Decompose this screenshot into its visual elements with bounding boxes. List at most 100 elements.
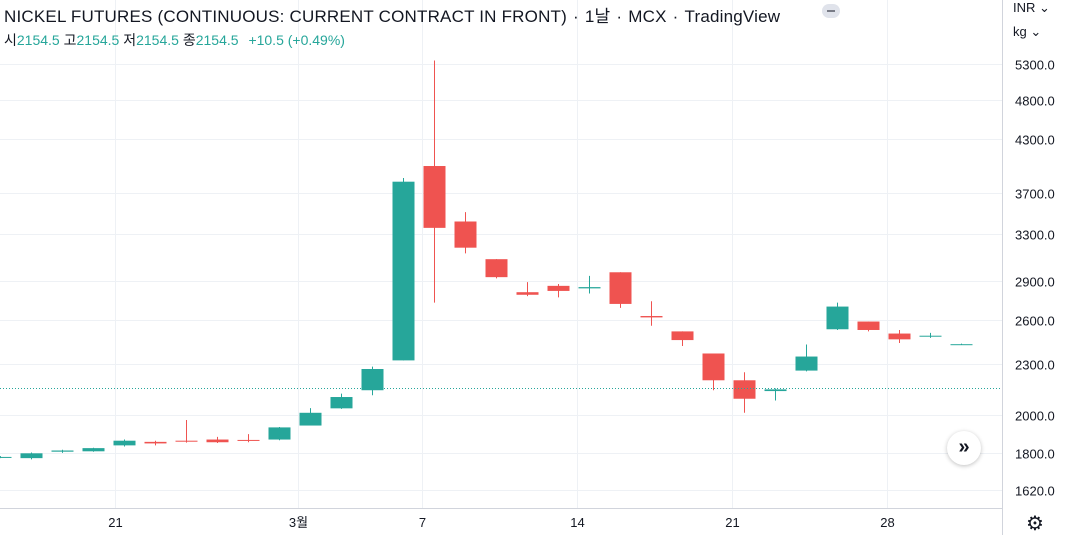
candle-body — [0, 456, 12, 458]
candle — [826, 302, 849, 330]
candle — [578, 275, 601, 294]
chart-title: NICKEL FUTURES (CONTINUOUS: CURRENT CONT… — [4, 2, 780, 27]
high-label: 고 — [63, 32, 77, 48]
chevron-double-right-icon: » — [958, 436, 970, 458]
symbol-name[interactable]: NICKEL FUTURES (CONTINUOUS: CURRENT CONT… — [4, 7, 567, 26]
y-tick-label: 5300.0 — [1015, 58, 1055, 73]
low-label: 저 — [123, 32, 137, 48]
candle — [950, 343, 973, 346]
candle — [237, 434, 260, 443]
candle — [0, 456, 12, 459]
x-tick-label: 21 — [725, 515, 739, 530]
candle-body — [330, 397, 353, 409]
candle — [640, 301, 663, 326]
exchange-label: MCX — [628, 7, 667, 26]
candle-body — [516, 292, 539, 295]
candle-body — [175, 440, 198, 442]
candle-body — [764, 389, 787, 392]
candle-body — [20, 453, 43, 459]
candle-body — [857, 321, 880, 330]
candle — [113, 439, 136, 447]
gear-icon[interactable]: ⚙ — [1026, 513, 1044, 535]
candle-body — [268, 427, 291, 440]
candle — [20, 452, 43, 460]
y-axis[interactable]: 1620.0 1800.0 2000.0 2300.0 2600.0 2900.0 3300… — [1015, 58, 1055, 499]
candle-body — [640, 316, 663, 318]
candle — [795, 344, 818, 372]
y-tick-label: 2000.0 — [1015, 409, 1055, 424]
candle-body — [51, 450, 74, 452]
interval-label[interactable]: 1날 — [584, 7, 611, 26]
candle-body — [671, 331, 694, 341]
candle — [299, 408, 322, 426]
x-tick-label: 3월 — [289, 515, 308, 530]
candle-body — [361, 369, 384, 391]
candle-body — [237, 439, 260, 441]
candle — [919, 332, 942, 338]
high-value: 2154.5 — [76, 32, 120, 48]
currency-label: INR — [1013, 0, 1036, 15]
low-value: 2154.5 — [136, 32, 179, 48]
candle-body — [578, 287, 601, 289]
candle — [144, 440, 167, 446]
candle-body — [299, 412, 322, 426]
x-tick-label: 28 — [880, 515, 894, 530]
candle-body — [919, 335, 942, 337]
unit-selector[interactable]: kg ⌄ — [1013, 24, 1041, 40]
ohlc-legend: 시2154.5 고2154.5 저2154.5 종2154.5 +10.5 (+… — [4, 30, 345, 50]
candle — [764, 388, 787, 401]
scroll-to-realtime-button[interactable]: » — [947, 431, 981, 465]
candle — [423, 60, 446, 303]
open-label: 시 — [4, 32, 17, 48]
candle — [547, 283, 570, 298]
candle — [206, 436, 229, 444]
candle-body — [547, 285, 570, 291]
x-tick-label: 21 — [108, 515, 122, 530]
candle — [516, 282, 539, 297]
change-value: +10.5 (+0.49%) — [248, 32, 345, 48]
candle-body — [423, 166, 446, 228]
candle-body — [950, 344, 973, 346]
candle-body — [454, 221, 477, 248]
candle — [268, 427, 291, 441]
candle-body — [826, 306, 849, 330]
grid-lines — [0, 0, 1002, 508]
candle-body — [609, 272, 632, 304]
candle-body — [702, 353, 725, 381]
candle-body — [888, 333, 911, 340]
x-tick-label: 14 — [570, 515, 584, 530]
separator-dot-2: · — [616, 7, 623, 26]
candle — [330, 393, 353, 409]
candle-body — [485, 259, 508, 278]
y-tick-label: 4800.0 — [1015, 94, 1055, 109]
close-value: 2154.5 — [195, 32, 239, 48]
candle-body — [206, 439, 229, 443]
candle-body — [733, 380, 756, 399]
candle — [51, 449, 74, 453]
y-tick-label: 1620.0 — [1015, 484, 1055, 499]
candle-body — [144, 441, 167, 444]
candle — [671, 331, 694, 346]
separator-dot-1: · — [573, 7, 579, 26]
y-tick-label: 2900.0 — [1015, 275, 1055, 290]
unit-label: kg — [1013, 24, 1027, 39]
candle — [454, 212, 477, 254]
y-tick-label: 2600.0 — [1015, 314, 1055, 329]
y-tick-label: 3700.0 — [1015, 187, 1055, 202]
source-label: TradingView — [684, 7, 781, 26]
currency-selector[interactable]: INR ⌄ — [1013, 0, 1050, 16]
candle-body — [795, 356, 818, 371]
candles — [0, 60, 973, 460]
candle — [609, 272, 632, 308]
candle-body — [113, 440, 136, 446]
chevron-down-icon: ⌄ — [1039, 0, 1050, 15]
y-tick-label: 1800.0 — [1015, 447, 1055, 462]
candle-body — [82, 448, 105, 452]
separator-dot-3: · — [672, 7, 679, 26]
collapse-icon[interactable] — [822, 4, 840, 18]
x-axis[interactable]: 21 3월 7 14 21 28 — [108, 515, 894, 530]
candle — [857, 321, 880, 332]
candle — [733, 372, 756, 413]
y-tick-label: 3300.0 — [1015, 228, 1055, 243]
